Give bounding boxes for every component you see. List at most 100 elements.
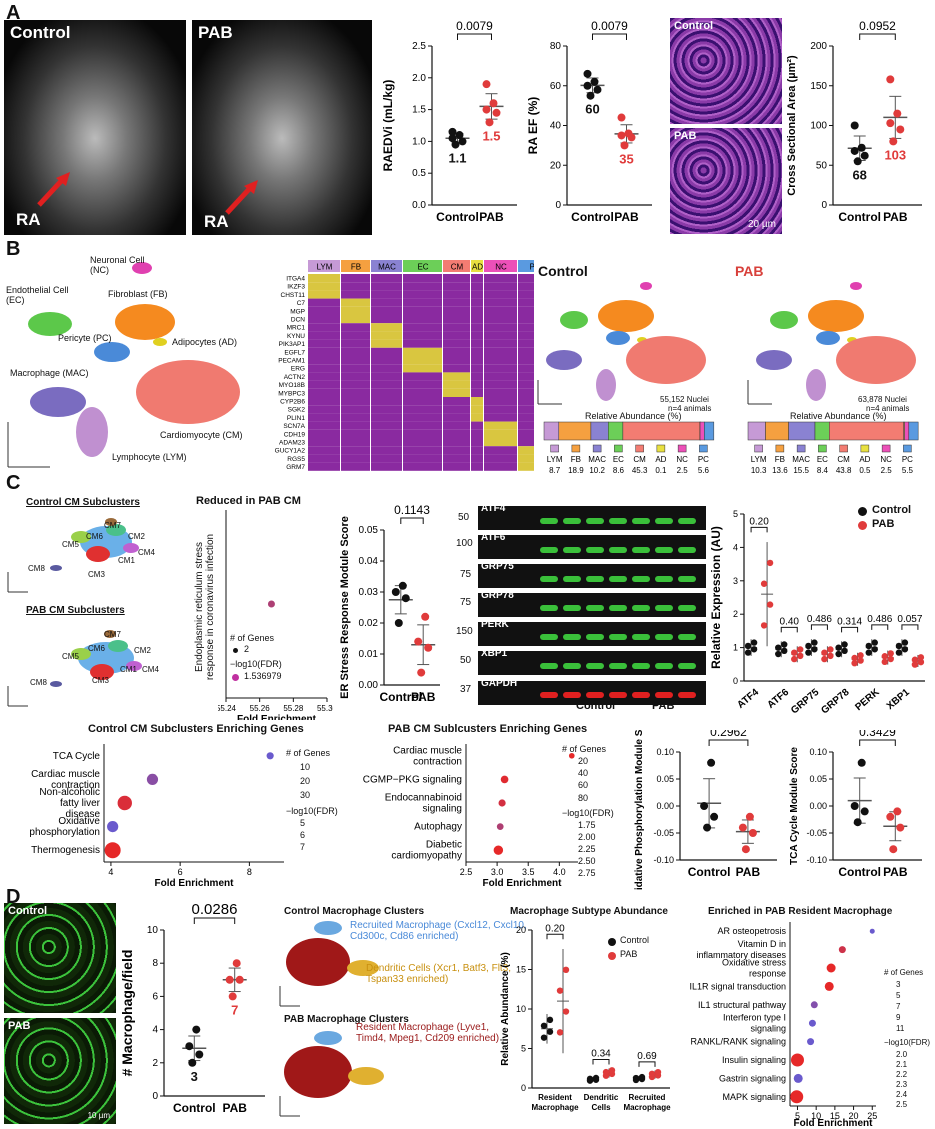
blot-band <box>678 518 696 524</box>
abundance-value: 45.3 <box>632 466 648 475</box>
cm2-label: CM2 <box>128 532 145 541</box>
abundance-segment <box>814 421 830 441</box>
x-tick-label: Macrophage <box>531 1103 579 1112</box>
x-tick-label: 10 <box>811 1111 821 1121</box>
data-point <box>540 1022 548 1029</box>
x-tick-label: Control <box>379 690 422 704</box>
heatmap-cell <box>443 339 470 348</box>
heatmap-cell <box>341 306 370 315</box>
blot-band <box>540 605 558 611</box>
y-axis-label: Cross Sectional Area (µm²) <box>786 55 798 196</box>
heatmap-cell <box>308 438 340 447</box>
data-point <box>556 1029 564 1036</box>
pab-fdr-legend: 2.75 <box>578 868 596 878</box>
umap-label-cm: Cardiomyocyte (CM) <box>160 430 243 440</box>
abundance-segment <box>699 421 705 441</box>
data-point <box>857 143 866 152</box>
heatmap-cell <box>403 339 442 348</box>
mean-label: 60 <box>585 102 599 117</box>
abundance-swatch <box>903 444 912 453</box>
cm2-label: CM2 <box>134 646 151 655</box>
y-tick-label: 0.02 <box>359 618 379 629</box>
blot-band <box>563 663 581 669</box>
data-point <box>562 1008 570 1015</box>
abundance-swatch <box>635 444 644 453</box>
heatmap-cell <box>371 397 402 406</box>
umap-pab-mac <box>279 1031 384 1117</box>
y-tick-label: 0.5 <box>412 168 426 179</box>
res-fdr-legend: 2.2 <box>896 1070 908 1079</box>
abundance-segment <box>590 421 609 441</box>
dendritic-cells-label: Dendritic Cells (Xcr1, Batf3, Flt3, Tspa… <box>366 963 512 985</box>
significance-bracket <box>457 33 492 40</box>
heatmap-cell <box>403 298 442 307</box>
heatmap-cell <box>308 298 340 307</box>
p-value: 0.0286 <box>192 901 238 918</box>
blot-group-pab-line <box>642 698 706 699</box>
data-point <box>889 845 898 854</box>
legend-control-dot <box>858 507 867 516</box>
cm8-label: CM8 <box>30 678 47 687</box>
heatmap-cell <box>443 413 470 422</box>
cm1-label: CM1 <box>120 665 137 674</box>
cluster-header <box>403 260 442 272</box>
data-point <box>185 1042 194 1051</box>
blot-band <box>540 547 558 553</box>
data-point <box>766 601 774 608</box>
data-point <box>860 807 869 816</box>
blot-band <box>586 634 604 640</box>
blot-band <box>632 518 650 524</box>
cm3-label: CM3 <box>88 570 105 579</box>
cluster-label: PC <box>529 263 534 272</box>
data-point <box>911 656 919 663</box>
p-value: 0.486 <box>867 614 892 625</box>
term-label: Diabetic <box>426 840 462 851</box>
heatmap-cell <box>341 462 370 471</box>
data-point <box>835 650 842 658</box>
heatmap-cell <box>403 290 442 299</box>
data-point <box>540 1034 548 1041</box>
term-label: phosphorylation <box>29 827 100 838</box>
blot-band <box>540 663 558 669</box>
x-tick-label: Dendritic <box>584 1093 619 1102</box>
blot-label: ATF4 <box>481 503 506 514</box>
x-tick-label: 55.30 <box>317 704 333 713</box>
pab-fdr-legend: 1.75 <box>578 820 596 830</box>
abundance-value: 0.1 <box>655 466 667 475</box>
data-point <box>851 659 858 667</box>
abundance-segment <box>765 421 789 441</box>
heatmap-cell <box>518 413 534 422</box>
subtype-legend-pab: PAB <box>620 949 638 959</box>
data-point <box>881 658 888 666</box>
y-tick-label: 6 <box>152 991 158 1002</box>
heatmap-cell <box>471 274 483 283</box>
data-point <box>593 85 602 94</box>
abundance-segment <box>829 421 904 441</box>
data-point <box>781 641 788 648</box>
abundance-bar-pab: LYM 10.3 FB 13.6 MAC 15.5 EC 8.4 CM 43.8 AD 0.5 NC 2.… <box>747 421 919 475</box>
heatmap-cell <box>471 438 483 447</box>
blot-label: GAPDH <box>481 678 518 689</box>
heatmap-cell <box>371 356 402 365</box>
enrich-resident-title: Enriched in PAB Resident Macrophage <box>708 906 893 917</box>
abundance-value: 2.5 <box>881 466 893 475</box>
data-point <box>583 81 592 90</box>
data-point <box>592 1074 600 1082</box>
blot-band <box>609 518 627 524</box>
gene-label: KYNU <box>287 333 305 340</box>
term-label: IL1R signal transduction <box>689 981 786 991</box>
res-genes-legend: 5 <box>896 991 901 1000</box>
y-tick-label: 2.5 <box>412 41 426 52</box>
abundance-bar-control: LYM 8.7 FB 18.9 MAC 10.2 EC 8.6 CM 45.3 AD 0.1 NC 2.5… <box>543 421 715 475</box>
abundance-value: 15.5 <box>793 466 809 475</box>
heatmap-cell <box>471 306 483 315</box>
control-abundance-title: Relative Abundance (%) <box>585 411 682 421</box>
ra-arrow-icon <box>37 172 70 207</box>
x-tick-label: PAB <box>736 865 761 879</box>
data-point <box>857 652 864 659</box>
blot-strip-grp78: GRP78 <box>478 590 706 617</box>
recruited-mac-label: Recruited Macrophage (Cxcl12, Cxcl10, Cd… <box>350 920 527 942</box>
blot-strip-atf6: ATF6 <box>478 532 706 559</box>
